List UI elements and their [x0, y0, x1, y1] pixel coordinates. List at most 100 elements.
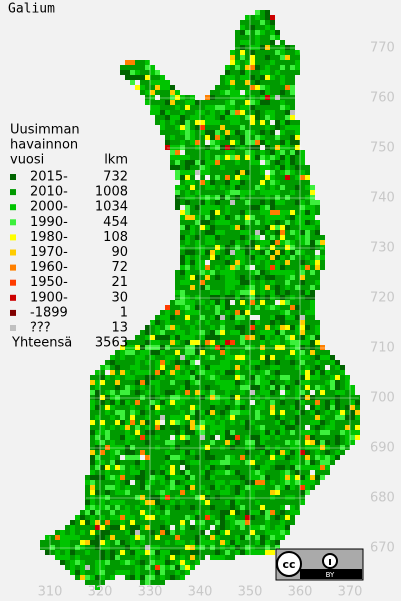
- map-cell: [205, 385, 210, 390]
- map-cell: [300, 430, 305, 435]
- map-cell: [200, 260, 205, 265]
- map-cell: [285, 350, 290, 355]
- map-cell: [295, 125, 300, 130]
- map-cell: [180, 195, 185, 200]
- map-cell: [260, 460, 265, 465]
- map-cell: [310, 460, 315, 465]
- map-cell: [160, 555, 165, 560]
- map-cell: [345, 400, 350, 405]
- map-cell: [190, 250, 195, 255]
- map-cell: [185, 190, 190, 195]
- map-cell: [265, 145, 270, 150]
- map-cell: [260, 505, 265, 510]
- map-cell: [295, 455, 300, 460]
- map-cell: [145, 575, 150, 580]
- map-cell: [355, 435, 360, 440]
- map-cell: [250, 150, 255, 155]
- map-cell: [90, 445, 95, 450]
- map-cell: [285, 320, 290, 325]
- map-cell: [245, 435, 250, 440]
- map-cell: [275, 90, 280, 95]
- map-cell: [290, 320, 295, 325]
- map-cell: [160, 320, 165, 325]
- map-cell: [200, 205, 205, 210]
- map-cell: [260, 390, 265, 395]
- map-cell: [180, 110, 185, 115]
- map-cell: [320, 350, 325, 355]
- map-cell: [175, 415, 180, 420]
- map-cell: [155, 370, 160, 375]
- map-cell: [245, 290, 250, 295]
- map-cell: [120, 70, 125, 75]
- map-cell: [165, 120, 170, 125]
- map-cell: [140, 505, 145, 510]
- map-cell: [295, 325, 300, 330]
- map-cell: [265, 535, 270, 540]
- map-cell: [270, 170, 275, 175]
- map-cell: [280, 375, 285, 380]
- map-cell: [215, 155, 220, 160]
- map-cell: [135, 425, 140, 430]
- map-cell: [115, 565, 120, 570]
- map-cell: [90, 565, 95, 570]
- map-cell: [160, 425, 165, 430]
- map-cell: [200, 315, 205, 320]
- map-cell: [225, 320, 230, 325]
- map-cell: [235, 35, 240, 40]
- map-cell: [140, 480, 145, 485]
- map-cell: [205, 275, 210, 280]
- map-cell: [260, 90, 265, 95]
- map-cell: [280, 185, 285, 190]
- map-cell: [260, 355, 265, 360]
- map-cell: [85, 545, 90, 550]
- map-cell: [65, 535, 70, 540]
- map-cell: [125, 430, 130, 435]
- map-cell: [160, 445, 165, 450]
- map-cell: [325, 420, 330, 425]
- map-cell: [285, 520, 290, 525]
- map-cell: [200, 130, 205, 135]
- map-cell: [305, 235, 310, 240]
- map-cell: [140, 405, 145, 410]
- map-cell: [275, 405, 280, 410]
- map-cell: [245, 190, 250, 195]
- map-cell: [215, 500, 220, 505]
- map-cell: [220, 235, 225, 240]
- map-cell: [120, 450, 125, 455]
- map-cell: [165, 110, 170, 115]
- map-cell: [240, 95, 245, 100]
- map-cell: [200, 185, 205, 190]
- map-cell: [145, 455, 150, 460]
- map-cell: [190, 545, 195, 550]
- map-cell: [275, 110, 280, 115]
- map-cell: [305, 240, 310, 245]
- map-cell: [250, 165, 255, 170]
- map-cell: [225, 525, 230, 530]
- map-cells: [40, 10, 360, 590]
- map-cell: [190, 440, 195, 445]
- map-cell: [290, 265, 295, 270]
- map-cell: [295, 170, 300, 175]
- map-cell: [175, 515, 180, 520]
- map-cell: [85, 510, 90, 515]
- map-cell: [245, 370, 250, 375]
- map-cell: [190, 450, 195, 455]
- map-cell: [230, 425, 235, 430]
- map-cell: [70, 535, 75, 540]
- map-cell: [265, 245, 270, 250]
- map-cell: [225, 475, 230, 480]
- map-cell: [220, 225, 225, 230]
- map-cell: [240, 35, 245, 40]
- map-cell: [250, 295, 255, 300]
- map-cell: [205, 525, 210, 530]
- map-cell: [145, 505, 150, 510]
- map-cell: [210, 445, 215, 450]
- map-cell: [240, 150, 245, 155]
- map-cell: [185, 500, 190, 505]
- map-cell: [200, 415, 205, 420]
- license-label: BY: [326, 571, 335, 579]
- map-cell: [265, 210, 270, 215]
- map-cell: [340, 390, 345, 395]
- map-cell: [285, 455, 290, 460]
- map-cell: [185, 465, 190, 470]
